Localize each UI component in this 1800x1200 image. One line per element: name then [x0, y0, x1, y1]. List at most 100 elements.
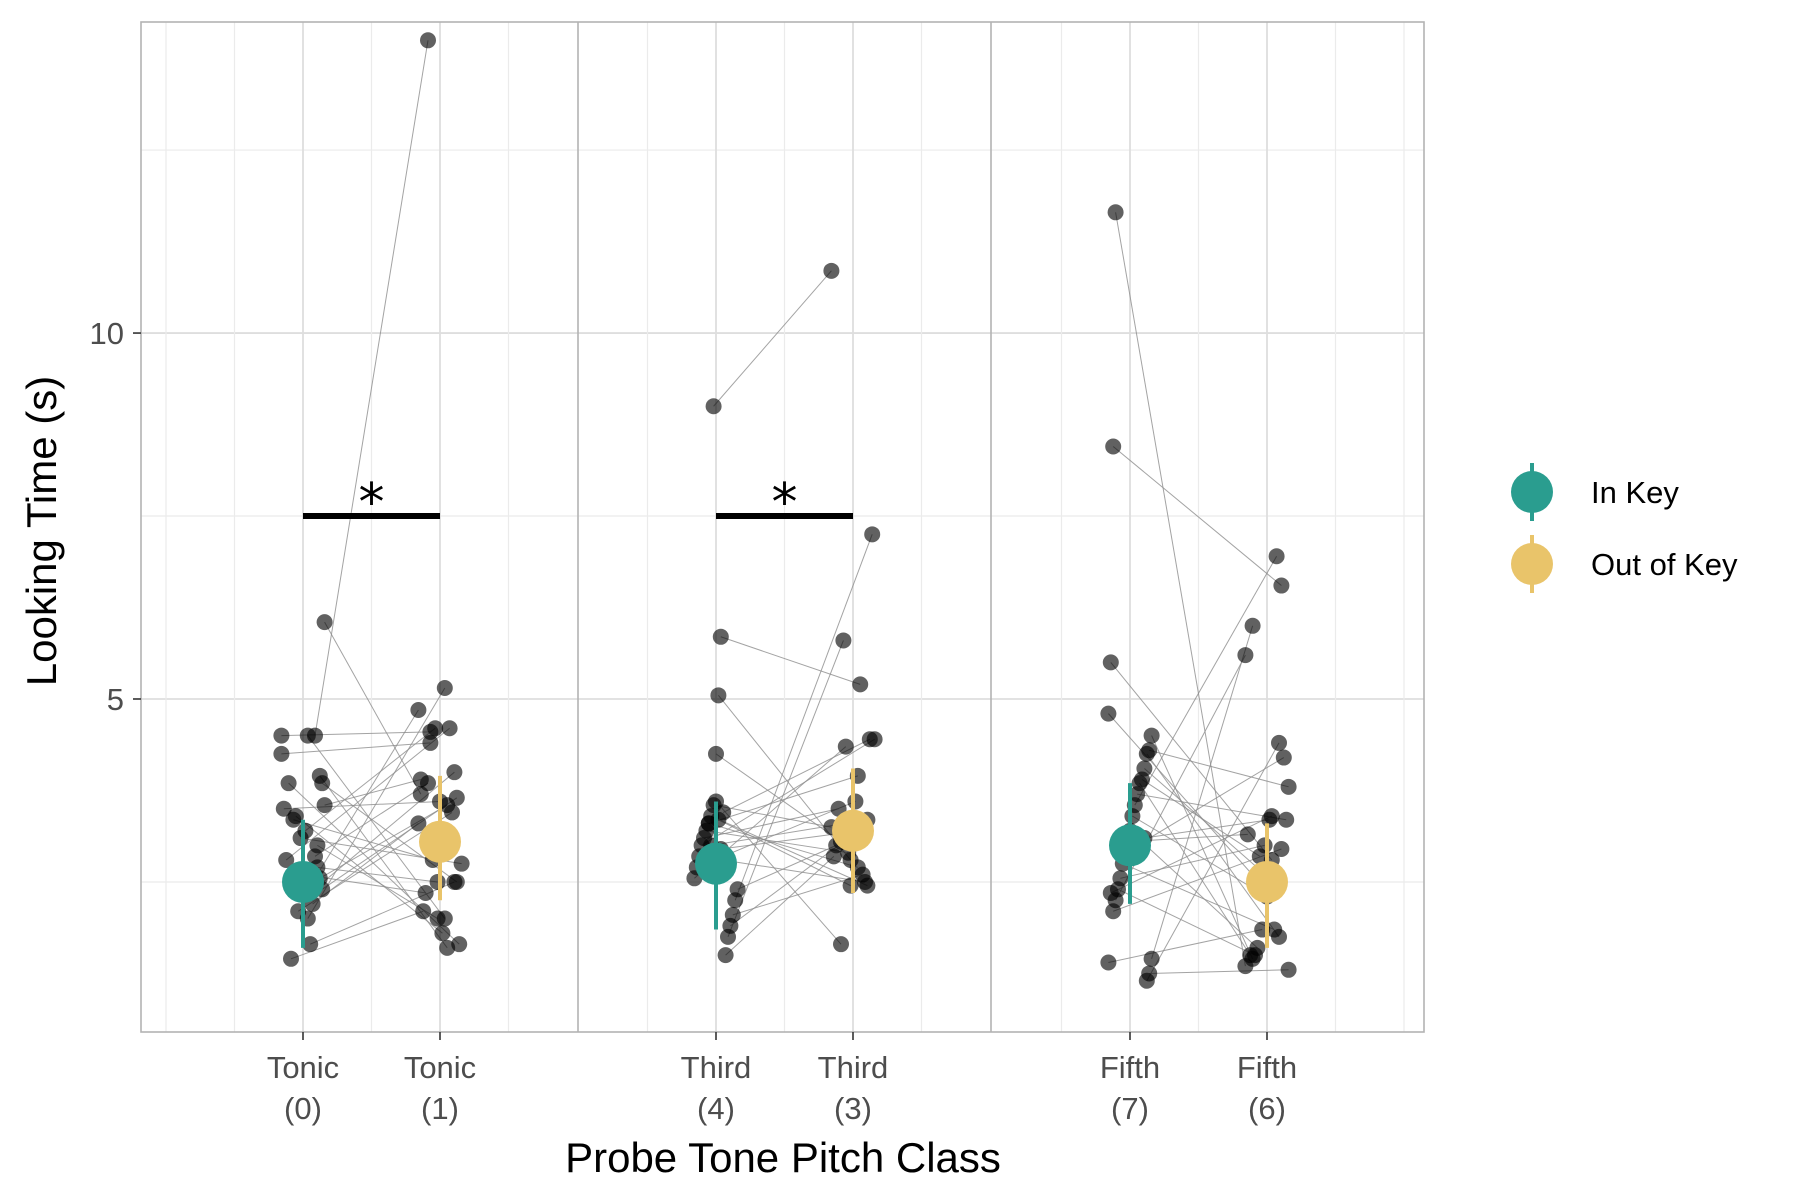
participant-point-out-of-key: [1239, 826, 1256, 843]
participant-point-out-of-key: [427, 720, 444, 737]
legend-out-of-key-label: Out of Key: [1591, 547, 1738, 582]
participant-point-out-of-key: [837, 738, 854, 755]
x-tick-label: Fifth: [1100, 1050, 1160, 1085]
participant-point-in-key: [708, 745, 724, 762]
participant-point-in-key: [727, 892, 744, 909]
participant-line: [1132, 815, 1268, 898]
participant-line: [708, 775, 858, 824]
participant-line: [1146, 753, 1280, 938]
participant-point-out-of-key: [1261, 811, 1278, 828]
participant-line: [1144, 819, 1270, 839]
participant-point-in-key: [1107, 204, 1124, 221]
participant-line: [321, 797, 458, 890]
plot-data: * *: [273, 32, 1297, 989]
x-tick-label: (4): [697, 1091, 735, 1126]
participant-point-out-of-key: [1266, 921, 1283, 938]
participant-line: [314, 40, 429, 736]
participant-point-in-key: [302, 936, 319, 953]
participant-point-in-key: [1105, 903, 1122, 920]
panel-border: [140, 21, 1425, 1033]
participant-point-in-key: [278, 852, 295, 869]
participant-point-out-of-key: [420, 32, 436, 49]
participant-point-out-of-key: [847, 793, 864, 810]
participant-point-in-key: [311, 767, 328, 784]
participant-point-out-of-key: [448, 789, 465, 806]
participant-point-in-key: [1138, 972, 1155, 989]
participant-point-out-of-key: [1280, 778, 1297, 795]
participant-point-out-of-key: [410, 701, 427, 718]
participant-line: [1137, 793, 1287, 821]
participant-point-out-of-key: [861, 731, 878, 748]
participant-point-out-of-key: [446, 764, 463, 781]
axis-labels: 5 10 Tonic (0) Tonic (1) Third (4) Third (3) Fifth…: [90, 316, 1298, 1126]
participant-line: [713, 270, 832, 407]
participant-line: [725, 855, 835, 956]
participant-point-in-key: [283, 950, 299, 967]
legend: In Key Out of Key: [1511, 463, 1738, 593]
participant-point-out-of-key: [410, 815, 427, 832]
participant-point-out-of-key: [415, 903, 432, 920]
participant-line: [281, 742, 431, 755]
participant-point-in-key: [280, 775, 297, 792]
participant-point-out-of-key: [444, 804, 460, 821]
participant-line: [718, 819, 851, 887]
participant-line: [324, 621, 422, 795]
significance-star: *: [772, 473, 798, 533]
x-tick-label: (6): [1248, 1091, 1286, 1126]
participant-point-out-of-key: [842, 877, 859, 894]
participant-point-in-key: [1100, 954, 1117, 971]
participant-line: [1117, 888, 1256, 956]
participant-point-out-of-key: [1256, 837, 1273, 854]
participant-line: [1134, 556, 1278, 806]
participant-line: [1146, 742, 1280, 982]
participant-point-in-key: [273, 745, 290, 762]
participant-point-out-of-key: [417, 884, 434, 901]
participant-point-out-of-key: [436, 910, 453, 927]
participant-point-out-of-key: [1275, 749, 1292, 766]
participant-point-in-key: [1124, 808, 1141, 825]
participant-line: [710, 815, 868, 887]
legend-in-key-swatch: [1511, 471, 1553, 513]
participant-point-in-key: [712, 628, 729, 645]
participant-line: [1108, 713, 1263, 886]
x-tick-label: (1): [421, 1091, 459, 1126]
x-tick-label: Tonic: [267, 1050, 339, 1085]
participant-point-out-of-key: [825, 848, 842, 865]
in-key-mean: [1109, 824, 1151, 867]
participant-point-out-of-key: [434, 925, 451, 942]
participant-point-in-key: [316, 797, 333, 814]
participant-point-out-of-key: [833, 936, 849, 953]
x-tick-label: Third: [818, 1050, 889, 1085]
participant-point-in-key: [316, 614, 333, 631]
participant-point-in-key: [307, 727, 323, 744]
participant-line: [1129, 830, 1258, 949]
participant-point-in-key: [1102, 884, 1119, 901]
y-tick-label: 5: [107, 682, 124, 717]
participant-point-in-key: [717, 947, 734, 964]
legend-in-key-label: In Key: [1591, 475, 1679, 510]
plot-frame: [140, 21, 1425, 1033]
x-tick-label: (3): [834, 1091, 872, 1126]
x-axis-title: Probe Tone Pitch Class: [565, 1134, 1001, 1181]
participant-point-out-of-key: [1278, 811, 1295, 828]
participant-point-out-of-key: [441, 720, 458, 737]
legend-out-of-key-swatch: [1511, 543, 1553, 585]
participant-line: [1139, 782, 1251, 956]
participant-point-in-key: [273, 727, 290, 744]
participant-line: [1144, 768, 1270, 879]
participant-point-out-of-key: [1268, 548, 1285, 565]
in-key-mean: [282, 860, 324, 903]
participant-line: [715, 801, 842, 945]
participant-point-in-key: [710, 687, 727, 704]
participant-line: [293, 819, 433, 861]
participant-line: [727, 640, 844, 938]
participant-point-out-of-key: [1247, 947, 1263, 964]
y-axis-title: Looking Time (s): [18, 376, 65, 686]
participant-point-out-of-key: [864, 526, 881, 543]
participant-line: [312, 709, 419, 883]
participant-line: [1115, 212, 1246, 967]
participant-point-out-of-key: [453, 855, 470, 872]
x-tick-label: (0): [284, 1091, 322, 1126]
